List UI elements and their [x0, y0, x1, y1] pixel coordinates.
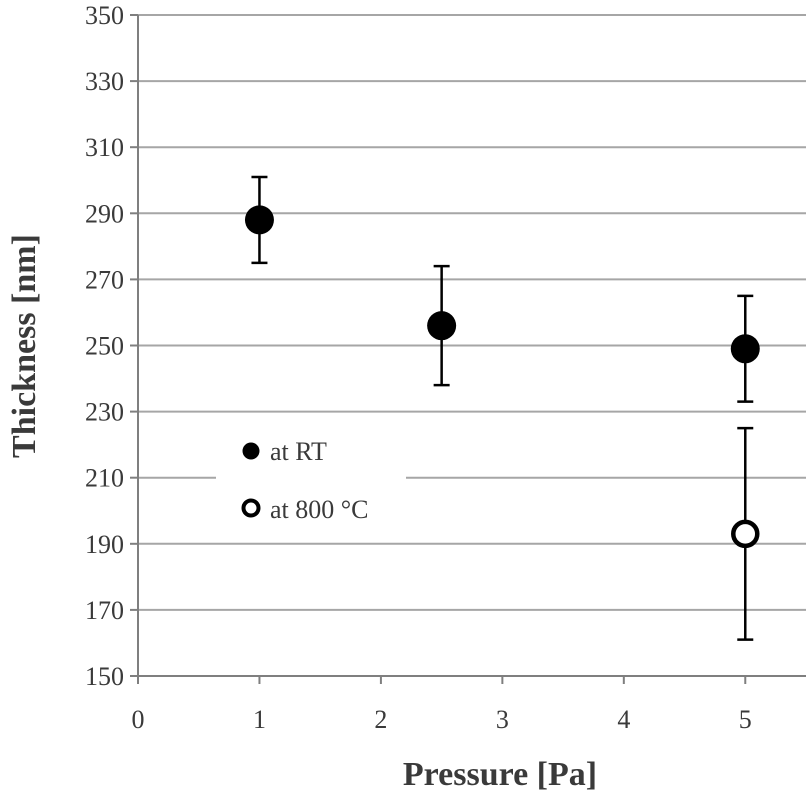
series-0-point-2: [730, 294, 760, 403]
y-tick-labels: 150 170 190 210 230 250 270 290 310 330 350: [85, 1, 124, 691]
y-axis-title: Thickness [nm]: [6, 234, 43, 458]
marker-filled-circle: [244, 205, 274, 235]
y-tick-label-210: 210: [85, 464, 124, 493]
y-tick-label-270: 270: [85, 265, 124, 294]
legend-marker-at-800c: [241, 498, 261, 518]
series-1-point-0: [731, 426, 760, 641]
x-tick-label-0: 0: [132, 705, 145, 734]
legend-label-at-rt: at RT: [270, 437, 327, 466]
y-tick-label-290: 290: [85, 199, 124, 228]
marker-filled-circle: [730, 334, 760, 364]
marker-filled-circle: [427, 311, 457, 341]
legend: at RT at 800 °C: [216, 425, 406, 529]
x-tick-label-5: 5: [739, 705, 752, 734]
x-axis-title: Pressure [Pa]: [403, 756, 597, 793]
x-tick-label-4: 4: [617, 705, 630, 734]
y-tick-label-170: 170: [85, 596, 124, 625]
series-0-point-1: [427, 264, 457, 387]
y-tick-label-230: 230: [85, 398, 124, 427]
y-tick-label-330: 330: [85, 67, 124, 96]
legend-label-at-800c: at 800 °C: [270, 495, 369, 524]
y-tick-label-250: 250: [85, 332, 124, 361]
legend-marker-at-rt: [242, 442, 260, 460]
data-points: [244, 175, 760, 641]
x-tick-labels: 0 1 2 3 4 5: [132, 705, 752, 734]
x-tick-label-2: 2: [374, 705, 387, 734]
y-tick-label-310: 310: [85, 133, 124, 162]
series-0-point-0: [244, 175, 274, 265]
y-tick-label-190: 190: [85, 530, 124, 559]
marker-open-circle: [731, 519, 760, 549]
axes: [130, 14, 806, 684]
y-tick-label-150: 150: [85, 662, 124, 691]
x-tick-label-1: 1: [253, 705, 266, 734]
x-tick-label-3: 3: [496, 705, 509, 734]
y-tick-label-350: 350: [85, 1, 124, 30]
